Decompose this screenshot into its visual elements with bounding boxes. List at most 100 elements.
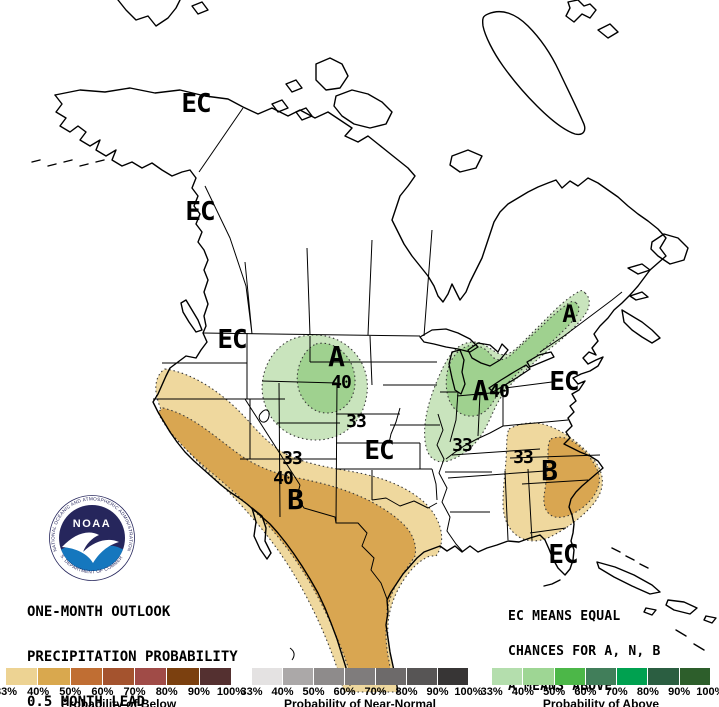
colorbar-segment [554,668,586,685]
colorbar-tick-label: 90% [187,686,210,698]
region-above40-west [296,342,356,414]
colorbar-segment [199,668,231,685]
banks-island [315,57,349,91]
colorbar-tick-label: 70% [605,686,628,698]
colorbar-tick-label: 50% [543,686,566,698]
region-label-33: 33 [346,411,367,432]
title-line: ONE-MONTH OUTLOOK [27,604,171,620]
lake-superior [419,328,479,353]
colorbar-tick-label: 50% [302,686,325,698]
colorbar-segments [492,668,710,685]
bahamas [611,547,705,651]
vancouver-island [180,299,203,333]
prince-edward-island [629,291,649,301]
colorbar-segment [314,668,345,685]
us-canada-border [202,332,421,337]
colorbar-tick-label: 100% [454,686,483,698]
colorbar-segment [252,668,283,685]
region-label-A: A [328,340,345,373]
colorbar-tick-label: 80% [155,686,178,698]
region-label-A: A [472,374,489,407]
colorbar-segment [679,668,710,685]
region-label-EC: EC [549,367,579,397]
st-lawrence-river [539,291,623,353]
great-salt-lake [258,409,270,423]
colorbar-tick-label: 40% [511,686,534,698]
lake-michigan [448,349,466,395]
region-above40-midwest [445,300,580,417]
nova-scotia [621,309,661,344]
victoria-island [333,89,393,129]
puerto-rico [703,615,717,624]
title-line: PRECIPITATION PROBABILITY [27,649,238,665]
region-label-B: B [541,454,558,487]
canada-provincial-borders [204,185,433,337]
region-label-33: 33 [452,435,473,456]
mississippi-river [436,413,464,553]
newfoundland [650,233,689,265]
colorbar-tick-label: 60% [574,686,597,698]
region-label-EC: EC [185,197,215,227]
region-label-EC: EC [364,436,394,466]
jamaica [643,607,657,616]
colorbar-segment [492,668,524,685]
colorbar-segment [648,668,680,685]
colorbar-segment [617,668,649,685]
coastlines [31,0,717,693]
colorbar-segments [6,668,231,685]
noaa-logo: NOAA NATIONAL OCEANIC AND ATMOSPHERIC AD… [0,0,135,581]
lakes-rivers [258,291,623,661]
baja-peninsula [251,507,272,560]
alaska-border [198,107,244,173]
region-label-EC: EC [181,89,211,119]
mexico-border [296,484,388,600]
aleutian-islands [31,159,105,167]
colorbar-segment [585,668,618,685]
colorbar-caption: Probability of Below [60,697,177,707]
colorbar-segment [167,668,200,685]
colorbar-tick-label: 70% [123,686,146,698]
mexico-squiggle [289,647,295,661]
region-label-A: A [562,300,576,328]
colorbar-ticks: 33% 40% 50% 60% 70% 80% 90% 100% [476,686,719,698]
colorbar-tick-label: 80% [395,686,418,698]
political-borders [153,107,601,600]
colorbar-segment [345,668,376,685]
southampton-island [449,149,483,173]
colorbar-segment [135,668,168,685]
colorbar-tick-label: 33% [240,686,263,698]
small-arctic-islands [271,23,619,121]
region-label-33: 33 [282,448,303,469]
colorbar-tick-label: 40% [271,686,294,698]
region-label-40: 40 [331,372,352,393]
pacific-coast [54,94,351,686]
legend-line: CHANCES FOR A, N, B [508,643,661,659]
logo-noaa-text: NOAA [73,518,111,530]
colorbar-segment [6,668,39,685]
colorbar-tick-label: 100% [696,686,719,698]
colorbar-segment [376,668,407,685]
logo-ring-bottom-text: U.S. DEPARTMENT OF COMMERCE [0,0,124,574]
colorbar-segment [38,668,71,685]
lake-erie [488,364,531,393]
colorbar-caption: Probability of Above [542,697,660,707]
colorbar-segment [102,668,136,685]
colorbar-ticks: 33% 40% 50% 60% 70% 80% 90% 100% [236,686,484,698]
colorbar-tick-label: 40% [27,686,50,698]
hispaniola [665,599,698,615]
colorbar-segment [438,668,468,685]
colorbar-segment [407,668,438,685]
devon-island [565,0,597,23]
us-state-borders [153,333,601,541]
colorbar-caption: Probability of Near-Normal [283,697,437,707]
region-label-B: B [287,483,304,516]
baffin-island [481,10,586,136]
colorbar-tick-label: 90% [426,686,449,698]
region-label-EC: EC [217,325,247,355]
logo-seagull [62,532,119,563]
region-label-40: 40 [489,381,510,402]
colorbar-tick-label: 33% [0,686,18,698]
siberia-coast [117,0,181,27]
